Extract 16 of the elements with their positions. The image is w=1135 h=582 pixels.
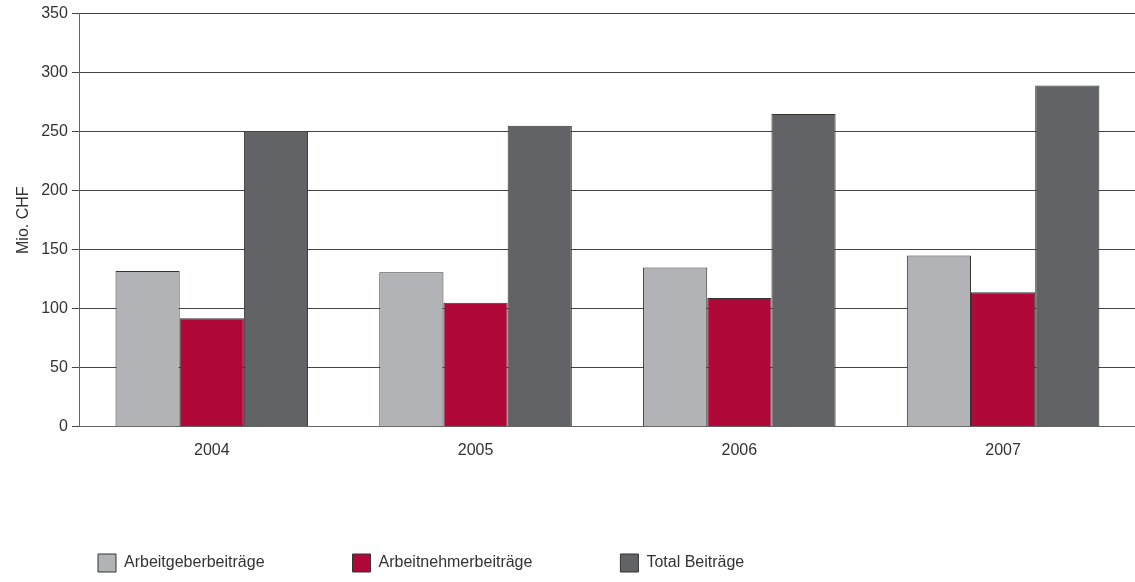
- y-tick-label: 300: [41, 63, 68, 81]
- legend-label: Total Beiträge: [646, 553, 745, 571]
- y-tick-label: 50: [50, 358, 68, 376]
- y-tick-label: 350: [41, 4, 68, 22]
- y-axis-title: Mio. CHF: [14, 186, 32, 254]
- legend-label: Arbeitgeberbeiträge: [124, 553, 265, 571]
- legend-label: Arbeitnehmerbeiträge: [378, 553, 533, 571]
- y-tick-label: 0: [58, 417, 68, 435]
- y-tick-label: 250: [41, 122, 68, 140]
- x-tick-label: 2006: [721, 440, 758, 458]
- x-tick-label: 2004: [193, 440, 230, 458]
- y-tick-label: 200: [41, 181, 68, 199]
- y-tick-label: 150: [41, 240, 68, 258]
- y-tick-label: 100: [41, 299, 68, 317]
- x-tick-label: 2007: [985, 440, 1022, 458]
- x-tick-label: 2005: [457, 440, 494, 458]
